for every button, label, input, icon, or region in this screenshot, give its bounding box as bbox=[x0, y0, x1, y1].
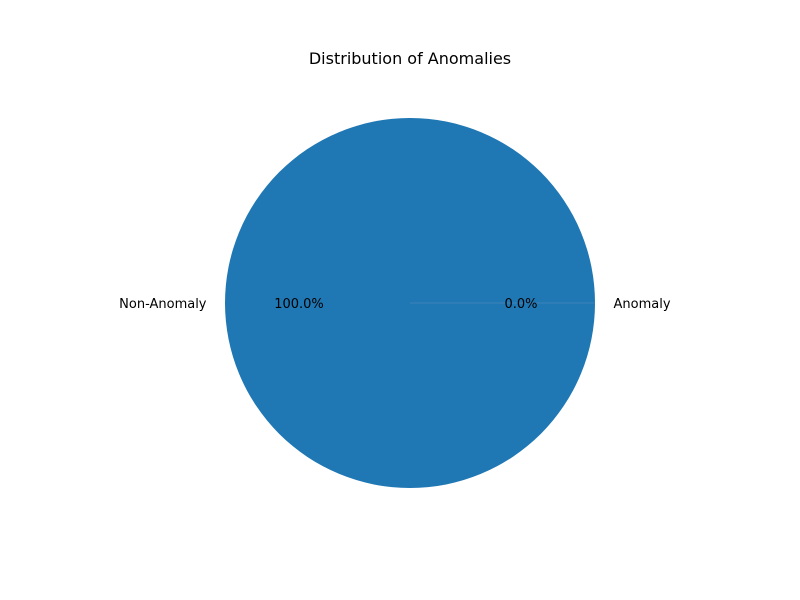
pie-slices bbox=[225, 118, 595, 488]
chart-title: Distribution of Anomalies bbox=[309, 49, 511, 68]
pie-labels: Non-Anomaly 100.0% Anomaly 0.0% bbox=[119, 297, 671, 312]
slice-percent-anomaly: 0.0% bbox=[504, 297, 537, 312]
slice-label-anomaly: Anomaly bbox=[614, 297, 671, 312]
slice-label-non-anomaly: Non-Anomaly bbox=[119, 297, 207, 312]
slice-percent-non-anomaly: 100.0% bbox=[274, 297, 324, 312]
